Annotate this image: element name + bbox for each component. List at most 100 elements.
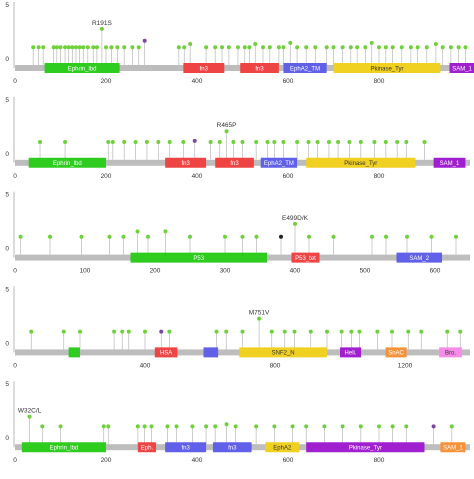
mutation-point bbox=[142, 38, 147, 43]
mutation-point bbox=[224, 329, 229, 334]
protein-domain bbox=[340, 347, 362, 358]
domain-label: fn3 bbox=[228, 446, 237, 452]
protein-domain bbox=[283, 63, 327, 73]
protein-domain bbox=[183, 63, 225, 73]
mutation-point bbox=[38, 140, 43, 144]
mutation-point bbox=[454, 234, 458, 239]
mutation-point bbox=[133, 140, 138, 144]
lollipop-panel-1: 5 0 R191S Ephrin_lbd fn3 fn3 EphA2_TM Pkinase_T… bbox=[5, 2, 474, 85]
mutation-point bbox=[18, 234, 23, 239]
mutation-point bbox=[115, 45, 120, 50]
mutation-point bbox=[406, 329, 411, 334]
mutation-point bbox=[295, 45, 300, 50]
mutation-point bbox=[429, 234, 434, 239]
mutation-point bbox=[331, 45, 336, 50]
protein-domain bbox=[165, 157, 207, 168]
mutation-point bbox=[358, 424, 363, 429]
mutation-point bbox=[77, 45, 82, 50]
mutation-point bbox=[383, 140, 388, 144]
mutation-point bbox=[110, 140, 115, 144]
mutation-point bbox=[369, 40, 374, 45]
mutation-point bbox=[295, 140, 300, 144]
mutation-point bbox=[363, 45, 368, 50]
x-tick-label: 600 bbox=[283, 173, 294, 180]
domain-label: HSA bbox=[160, 351, 172, 357]
domain-label: SNF2_N bbox=[272, 351, 295, 357]
mutation-point bbox=[325, 329, 329, 334]
domain-label: EphA2_TM bbox=[264, 161, 294, 167]
domain-label: Bro. bbox=[445, 351, 456, 357]
mutation-point bbox=[224, 129, 229, 134]
mutation-point bbox=[313, 45, 318, 50]
mutation-point bbox=[223, 234, 227, 239]
mutation-point bbox=[192, 138, 197, 143]
mutation-point bbox=[135, 424, 140, 429]
domain-label: fn3 bbox=[181, 161, 190, 167]
mutation-point bbox=[306, 140, 311, 144]
mutation-point bbox=[404, 424, 409, 429]
domain-label: EphA2_TM bbox=[290, 66, 320, 72]
protein-domain bbox=[396, 252, 442, 263]
mutation-point bbox=[136, 45, 141, 50]
mutation-point bbox=[214, 329, 219, 334]
lollipop-panel-2: 5 0 R465P Ephrin_lbd fn3 fn3 EphA2_TM Pkinase_T… bbox=[5, 96, 470, 180]
mutation-point bbox=[276, 45, 281, 50]
mutation-point bbox=[304, 424, 309, 429]
mutation-point bbox=[106, 140, 111, 144]
domain-label: Pkinase_Tyr bbox=[370, 66, 403, 72]
protein-domain bbox=[137, 442, 157, 453]
mutation-point bbox=[315, 140, 320, 144]
mutation-point bbox=[370, 234, 374, 239]
mutation-point bbox=[220, 45, 225, 50]
protein-domain bbox=[21, 442, 107, 453]
mutation-point bbox=[355, 45, 360, 50]
mutation-point bbox=[419, 329, 424, 334]
protein-domain bbox=[265, 442, 300, 453]
mutation-point bbox=[281, 45, 286, 50]
mutation-point bbox=[31, 45, 36, 50]
mutation-point bbox=[260, 45, 265, 50]
mutation-point bbox=[269, 329, 274, 334]
mutation-point bbox=[126, 329, 131, 334]
mutation-point bbox=[85, 45, 90, 50]
domain-label: P53 bbox=[193, 256, 204, 262]
mutation-annotation-label: W32C/L bbox=[18, 408, 42, 415]
mutation-annotation-label: R465P bbox=[217, 122, 237, 129]
mutation-point bbox=[349, 329, 354, 334]
mutation-point bbox=[279, 234, 283, 239]
mutation-point bbox=[63, 45, 68, 50]
mutation-point bbox=[213, 45, 218, 50]
mutation-point bbox=[109, 45, 114, 50]
mutation-point bbox=[372, 140, 377, 144]
mutation-point bbox=[347, 140, 352, 144]
domain-label: fn3 bbox=[255, 66, 264, 72]
x-tick-label: 400 bbox=[192, 457, 203, 464]
mutation-point bbox=[240, 329, 245, 334]
mutation-point bbox=[204, 45, 209, 50]
mutation-point bbox=[73, 45, 78, 50]
protein-domain bbox=[130, 252, 267, 263]
mutation-point bbox=[399, 45, 404, 50]
domain-label: SnAC bbox=[388, 351, 404, 357]
protein-domain bbox=[215, 157, 254, 168]
mutation-point bbox=[58, 45, 63, 50]
protein-domain bbox=[449, 63, 474, 73]
y-tick-label: 0 bbox=[5, 56, 9, 63]
protein-domain bbox=[260, 157, 298, 168]
x-tick-label: 400 bbox=[290, 268, 301, 275]
mutation-point bbox=[61, 329, 66, 334]
mutation-point bbox=[383, 45, 388, 50]
mutation-point bbox=[292, 329, 297, 334]
mutation-point bbox=[149, 424, 154, 429]
domain-label: Eph. bbox=[141, 446, 154, 452]
mutation-point bbox=[288, 40, 293, 45]
domain-label: P53_tet bbox=[295, 256, 316, 262]
domain-label: SAM_1 bbox=[443, 446, 463, 452]
mutation-point bbox=[112, 329, 117, 334]
x-tick-label: 200 bbox=[150, 268, 161, 275]
mutation-point bbox=[40, 424, 45, 429]
mutation-point bbox=[440, 45, 445, 50]
mutation-point bbox=[104, 45, 108, 50]
protein-domain bbox=[154, 347, 178, 358]
mutation-point bbox=[458, 329, 463, 334]
